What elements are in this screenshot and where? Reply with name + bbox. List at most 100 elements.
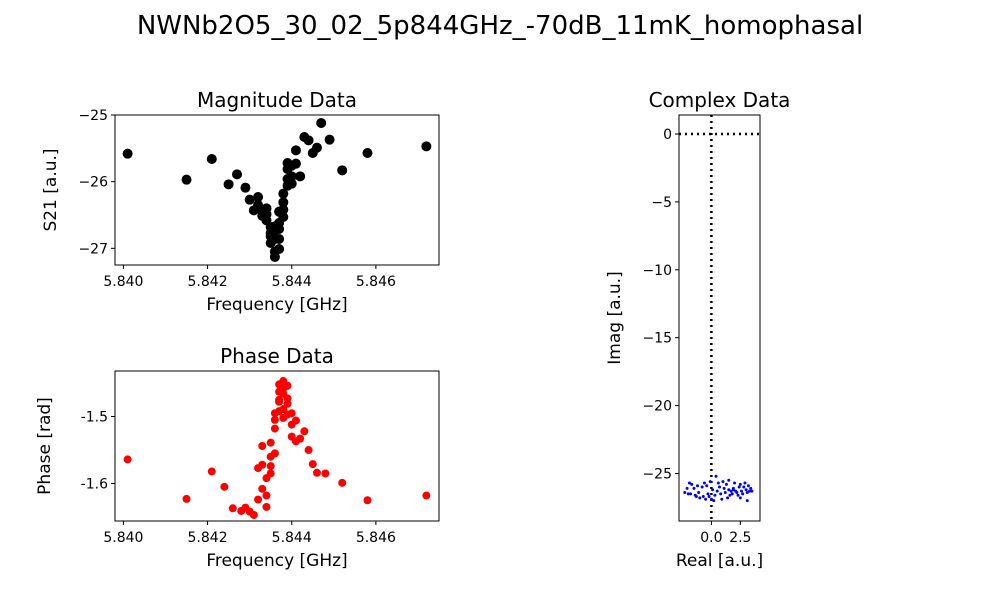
phase-xlabel: Frequency [GHz] (206, 551, 347, 571)
data-point (722, 486, 726, 490)
data-point (706, 492, 710, 496)
data-point (692, 486, 696, 490)
y-tick-label: 0 (663, 127, 672, 143)
data-point (743, 481, 747, 485)
data-point (286, 178, 297, 189)
phase-title: Phase Data (220, 344, 334, 368)
data-point (278, 188, 289, 199)
data-point (240, 182, 251, 193)
phase-points (123, 377, 431, 519)
y-tick-label: −5 (651, 195, 672, 211)
data-point (686, 492, 690, 496)
data-point (723, 490, 727, 494)
complex-axes-frame (678, 114, 761, 522)
data-point (274, 234, 285, 244)
x-tick-label: 5.844 (272, 274, 312, 290)
x-tick-label: 2.5 (729, 530, 751, 546)
complex-ylabel: Imag [a.u.] (605, 271, 625, 364)
data-point (741, 492, 745, 496)
complex-panel: Complex Data 0.0 2.5 0 −5 −10 −15 −20 −25 Real [a… (605, 88, 790, 571)
data-point (316, 118, 327, 128)
data-point (262, 491, 271, 500)
y-tick-label: −15 (642, 331, 672, 347)
y-tick-label: −10 (642, 263, 672, 279)
data-point (291, 416, 300, 425)
data-point (220, 482, 229, 491)
data-point (698, 496, 702, 500)
data-point (749, 486, 753, 490)
data-point (421, 141, 432, 152)
complex-title: Complex Data (649, 88, 791, 112)
data-point (704, 497, 708, 501)
data-point (712, 499, 716, 503)
data-point (324, 134, 335, 145)
data-point (261, 209, 272, 220)
data-point (290, 158, 301, 169)
data-point (283, 399, 292, 408)
data-point (697, 490, 701, 494)
data-point (689, 492, 693, 496)
data-point (311, 142, 322, 153)
data-point (709, 497, 713, 501)
data-point (721, 480, 725, 484)
data-point (337, 165, 348, 176)
data-point (254, 495, 263, 504)
data-point (716, 481, 720, 485)
data-point (727, 488, 731, 492)
data-point (746, 484, 750, 488)
data-point (742, 485, 746, 489)
data-point (270, 424, 279, 433)
data-point (736, 493, 740, 497)
data-point (266, 438, 275, 447)
data-point (735, 490, 739, 494)
data-point (748, 489, 752, 493)
x-tick-label: 5.842 (188, 530, 228, 546)
data-point (181, 174, 192, 185)
data-point (750, 489, 754, 493)
data-point (287, 409, 296, 418)
data-point (266, 462, 275, 471)
data-point (362, 148, 373, 158)
data-point (718, 485, 721, 489)
data-point (295, 171, 306, 182)
phase-axes-frame (114, 370, 440, 522)
data-point (228, 504, 237, 513)
data-point (262, 502, 271, 511)
data-point (745, 499, 749, 503)
y-tick-label: −25 (642, 466, 672, 482)
data-point (249, 510, 258, 519)
data-point (253, 192, 264, 202)
complex-xlabel: Real [a.u.] (676, 551, 763, 571)
data-point (720, 497, 724, 501)
data-point (738, 482, 742, 486)
data-point (304, 446, 313, 455)
phase-panel: Phase Data 5.840 5.842 5.844 5.846 -1.5 -1.6 Fr… (35, 344, 440, 571)
data-point (696, 484, 700, 488)
magnitude-panel: Magnitude Data 5.840 5.842 5.844 5.846 −25 −26… (41, 88, 440, 315)
data-point (123, 455, 132, 464)
data-point (707, 495, 711, 499)
y-tick-label: −20 (642, 399, 672, 415)
x-tick-label: 5.846 (356, 530, 396, 546)
data-point (274, 224, 285, 234)
magnitude-axes-frame (114, 114, 440, 266)
data-point (700, 485, 704, 489)
magnitude-ylabel: S21 [a.u.] (41, 148, 61, 231)
data-point (733, 481, 737, 485)
data-point (690, 482, 694, 486)
data-point (278, 204, 289, 215)
magnitude-title: Magnitude Data (197, 88, 357, 112)
data-point (300, 427, 309, 436)
data-point (258, 484, 267, 493)
data-point (737, 485, 741, 489)
data-point (728, 493, 732, 497)
data-point (232, 169, 243, 180)
data-point (283, 381, 292, 390)
data-point (122, 148, 133, 159)
data-point (269, 252, 280, 262)
data-point (308, 460, 317, 469)
y-tick-label: −26 (78, 175, 108, 191)
data-point (286, 171, 297, 182)
data-point (701, 495, 705, 499)
